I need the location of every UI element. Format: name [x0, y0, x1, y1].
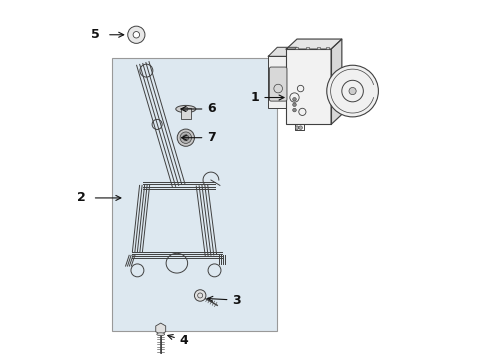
Circle shape	[195, 290, 206, 301]
Circle shape	[295, 126, 299, 130]
FancyBboxPatch shape	[270, 67, 287, 101]
Bar	[286, 49, 331, 125]
Ellipse shape	[157, 333, 165, 336]
Text: 2: 2	[76, 192, 85, 204]
Polygon shape	[286, 39, 342, 49]
Text: 5: 5	[91, 28, 100, 41]
Circle shape	[183, 135, 189, 140]
Bar	[269, 56, 288, 108]
Bar	[326, 47, 329, 49]
Circle shape	[299, 126, 302, 130]
Bar	[306, 47, 309, 49]
Bar	[295, 47, 298, 49]
Circle shape	[293, 103, 296, 107]
Circle shape	[293, 108, 296, 112]
Circle shape	[128, 26, 145, 43]
Bar	[181, 108, 191, 119]
Circle shape	[349, 87, 356, 95]
Circle shape	[133, 32, 140, 38]
Ellipse shape	[176, 105, 196, 113]
Polygon shape	[269, 47, 297, 56]
Text: 4: 4	[168, 334, 189, 347]
Bar	[317, 47, 319, 49]
Text: 1: 1	[250, 91, 284, 104]
Circle shape	[327, 65, 378, 117]
Circle shape	[177, 129, 195, 146]
Text: 7: 7	[182, 131, 216, 144]
Circle shape	[293, 98, 296, 101]
Bar	[112, 58, 277, 330]
Text: 3: 3	[208, 294, 241, 307]
Text: 6: 6	[181, 103, 216, 116]
Circle shape	[184, 107, 188, 111]
Polygon shape	[331, 39, 342, 125]
Circle shape	[180, 132, 192, 143]
